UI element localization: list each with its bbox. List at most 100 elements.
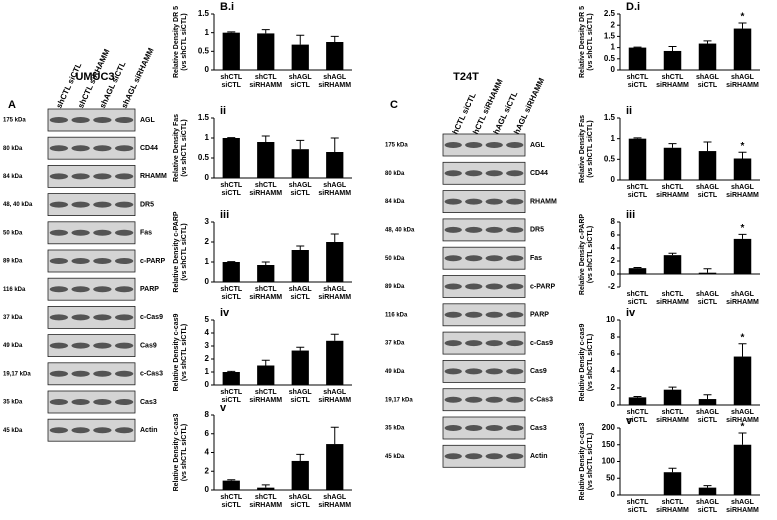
blot-strip <box>47 334 136 358</box>
blot-strip <box>47 362 136 386</box>
blot-band <box>506 255 524 262</box>
blot-band <box>93 201 112 208</box>
blot-band <box>444 226 462 233</box>
kda-label: 37 kDa <box>3 315 23 321</box>
x-tick-label: siCTL <box>698 192 718 199</box>
error-bar <box>633 137 642 139</box>
blot-band <box>114 399 134 405</box>
protein-label: c-Cas3 <box>140 371 163 378</box>
blot-strip <box>442 359 526 383</box>
blot-strip <box>442 303 526 327</box>
error-bar <box>330 137 339 152</box>
blot-band <box>506 170 524 177</box>
y-axis-label: (vs shCTL siCTL) <box>181 223 188 280</box>
kda-label: 48, 40 kDa <box>3 202 33 208</box>
x-tick-label: shCTL <box>627 74 650 81</box>
y-tick-label: 3 <box>205 217 210 226</box>
y-tick-label: 4 <box>611 243 616 252</box>
blot-strip <box>47 418 136 442</box>
x-tick-label: siRHAMM <box>318 502 351 509</box>
blot-band <box>93 427 112 434</box>
error-bar <box>668 386 677 390</box>
blot-band <box>114 427 134 434</box>
y-tick-label: 2.5 <box>604 9 616 18</box>
y-tick-label: 100 <box>602 457 616 466</box>
panel-label: B.i <box>220 1 234 13</box>
blot-band <box>485 255 503 262</box>
blot-band <box>506 340 524 347</box>
x-tick-label: siCTL <box>628 82 648 89</box>
blot-band <box>71 117 90 123</box>
bar <box>733 238 752 274</box>
y-tick-label: -2 <box>608 282 616 291</box>
bar <box>257 142 275 178</box>
bar <box>628 268 647 274</box>
panel-label: ii <box>220 105 226 117</box>
kda-label: 89 kDa <box>3 259 23 265</box>
x-tick-label: shAGL <box>323 182 347 189</box>
blot-strip <box>47 108 136 132</box>
bar <box>628 397 647 405</box>
x-tick-label: shCTL <box>662 184 685 191</box>
y-tick-label: 150 <box>602 440 616 449</box>
blot-band <box>465 283 483 290</box>
x-tick-label: shCTL <box>662 74 685 81</box>
blot-band <box>49 314 69 321</box>
protein-label: Actin <box>140 427 158 434</box>
bar <box>698 487 717 495</box>
error-bar <box>668 467 677 473</box>
blot-band <box>49 117 69 123</box>
x-tick-label: siCTL <box>222 294 242 301</box>
error-bar <box>703 40 712 44</box>
blot-band <box>93 370 112 377</box>
protein-label: CD44 <box>530 170 548 177</box>
y-tick-label: 0 <box>205 65 210 74</box>
kda-label: 175 kDa <box>385 143 408 149</box>
x-tick-label: siCTL <box>222 190 242 197</box>
y-tick-label: 4 <box>205 448 210 457</box>
y-tick-label: 2 <box>611 383 616 392</box>
bar <box>257 265 275 282</box>
x-tick-label: shAGL <box>289 74 313 81</box>
panel-label: D.i <box>626 1 640 13</box>
y-axis-label: (vs shCTL siCTL) <box>587 334 594 391</box>
blot-band <box>506 283 524 290</box>
error-bar <box>633 396 642 398</box>
protein-label: RHAMM <box>530 198 557 205</box>
error-bar <box>703 394 712 400</box>
bar <box>733 28 752 71</box>
x-tick-label: shAGL <box>323 494 347 501</box>
x-tick-label: shAGL <box>289 286 313 293</box>
bar <box>291 350 309 385</box>
y-tick-label: 1.5 <box>604 113 616 122</box>
blot-band <box>114 314 134 321</box>
y-axis-label: Relative Density c-cas3 <box>579 422 586 500</box>
kda-label: 37 kDa <box>385 341 405 347</box>
blot-band <box>49 370 69 377</box>
blot-strip <box>442 444 526 468</box>
x-tick-label: shCTL <box>220 182 243 189</box>
y-tick-label: 1 <box>611 43 616 52</box>
error-bar <box>668 252 677 256</box>
blot-strip <box>47 390 136 414</box>
error-bar <box>738 432 747 445</box>
x-tick-label: shCTL <box>662 499 685 506</box>
error-bar <box>738 22 747 29</box>
lane-label: shAGL siRHAMM <box>510 76 546 140</box>
x-tick-label: shCTL <box>220 494 243 501</box>
panel-label: iv <box>220 307 230 319</box>
kda-label: 89 kDa <box>385 284 405 290</box>
kda-label: 80 kDa <box>385 171 405 177</box>
blot-strip <box>442 246 526 270</box>
x-tick-label: shAGL <box>323 286 347 293</box>
blot-band <box>71 314 90 321</box>
blot-band <box>71 229 90 236</box>
kda-label: 116 kDa <box>3 287 26 293</box>
x-tick-label: siCTL <box>628 507 648 514</box>
y-tick-label: 1 <box>205 28 210 37</box>
bar <box>628 138 647 180</box>
protein-label: Fas <box>140 230 152 237</box>
x-tick-label: siRHAMM <box>726 82 759 89</box>
cell-line: UMUC3 <box>75 71 114 83</box>
